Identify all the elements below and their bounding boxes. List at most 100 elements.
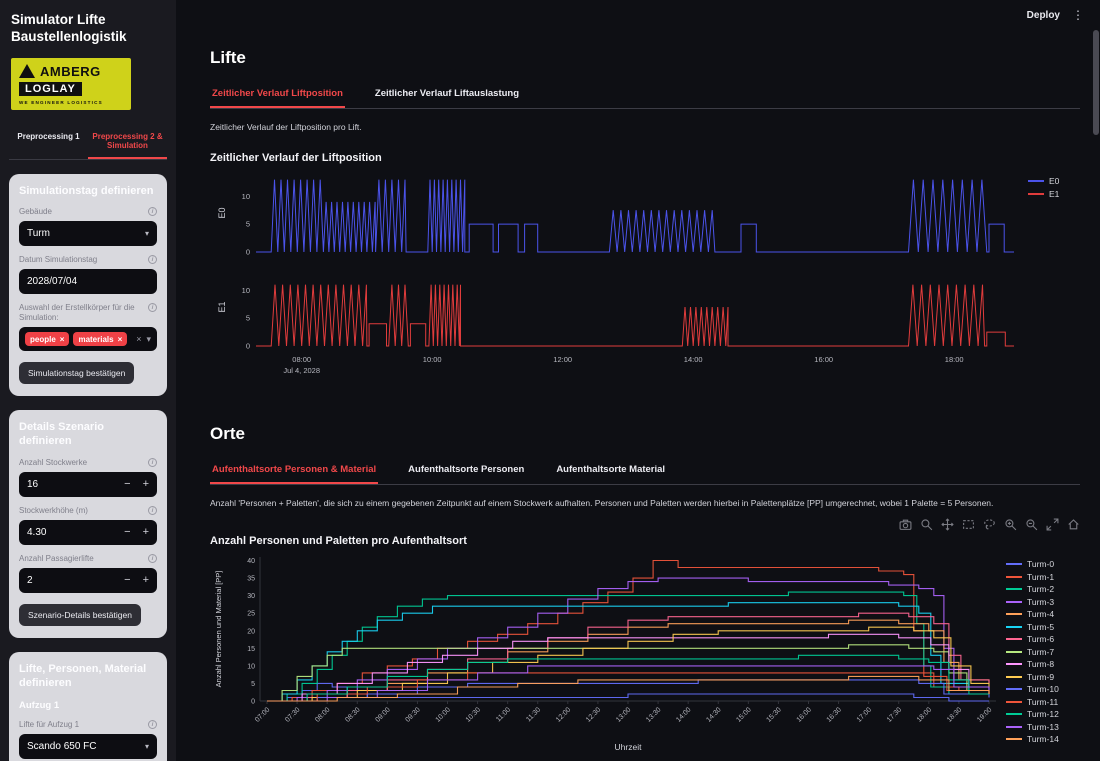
remove-chip-icon[interactable]: × <box>59 334 65 344</box>
simulation-date-input[interactable]: 2028/07/04 <box>19 269 157 295</box>
section-orte: Orte Aufenthaltsorte Personen & Material… <box>210 424 1080 755</box>
info-icon[interactable]: i <box>148 720 157 730</box>
box-select-icon[interactable] <box>962 518 975 536</box>
card-title: Lifte, Personen, Material definieren <box>19 662 147 689</box>
decrement-button[interactable]: − <box>124 477 131 490</box>
legend-item-turm-13[interactable]: Turm-13 <box>1006 722 1059 732</box>
floors-count-value: 16 <box>27 478 39 490</box>
legend-item-turm-5[interactable]: Turm-5 <box>1006 622 1059 632</box>
legend-swatch <box>1028 180 1044 182</box>
sidebar-tab-preprocessing-2-simulation[interactable]: Preprocessing 2 & Simulation <box>88 124 167 159</box>
camera-icon[interactable] <box>899 518 912 536</box>
autoscale-icon[interactable] <box>1046 518 1059 536</box>
lasso-select-icon[interactable] <box>983 518 996 536</box>
floor-height-value: 4.30 <box>27 526 47 538</box>
svg-text:09:30: 09:30 <box>404 706 421 723</box>
pan-icon[interactable] <box>941 517 954 536</box>
info-icon[interactable]: i <box>148 553 157 563</box>
legend-item-turm-4[interactable]: Turm-4 <box>1006 609 1059 619</box>
logo-text-amberg: AMBERG <box>40 63 101 79</box>
legend-item-e1[interactable]: E1 <box>1028 189 1059 199</box>
passenger-lifts-value: 2 <box>27 574 33 586</box>
building-dropdown[interactable]: Turm ▾ <box>19 221 157 247</box>
deploy-button[interactable]: Deploy <box>1026 9 1060 21</box>
section-lifte: Lifte Zeitlicher Verlauf Liftposition Zei… <box>210 48 1080 382</box>
svg-text:E1: E1 <box>217 301 227 312</box>
legend-swatch <box>1028 192 1044 195</box>
svg-text:18:30: 18:30 <box>946 706 963 723</box>
bodies-multiselect[interactable]: people × materials × × ▾ <box>19 327 157 352</box>
lift-type-dropdown[interactable]: Scando 650 FC ▾ <box>19 734 157 760</box>
info-icon[interactable]: i <box>148 505 157 515</box>
legend-label: Turm-8 <box>1027 659 1055 669</box>
tab-zeitlicher-verlauf-liftposition[interactable]: Zeitlicher Verlauf Liftposition <box>210 80 345 108</box>
remove-chip-icon[interactable]: × <box>117 334 123 344</box>
decrement-button[interactable]: − <box>124 573 131 586</box>
tab-aufenthaltsorte-personen-material[interactable]: Aufenthaltsorte Personen & Material <box>210 456 379 484</box>
legend-item-turm-7[interactable]: Turm-7 <box>1006 647 1059 657</box>
main-topbar: Deploy ⋮ <box>176 0 1100 30</box>
legend-item-e0[interactable]: E0 <box>1028 176 1059 186</box>
legend-item-turm-6[interactable]: Turm-6 <box>1006 634 1059 644</box>
info-icon[interactable]: i <box>148 303 157 313</box>
legend-item-turm-3[interactable]: Turm-3 <box>1006 597 1059 607</box>
sidebar-tab-preprocessing-1[interactable]: Preprocessing 1 <box>17 131 80 141</box>
zoom-out-icon[interactable] <box>1025 518 1038 536</box>
legend-item-turm-12[interactable]: Turm-12 <box>1006 709 1059 719</box>
lifte-description: Zeitlicher Verlauf der Liftposition pro … <box>210 122 362 132</box>
info-icon[interactable]: i <box>148 457 157 467</box>
legend-label: Turm-0 <box>1027 559 1055 569</box>
svg-text:15:30: 15:30 <box>765 706 782 723</box>
kebab-menu-icon[interactable]: ⋮ <box>1072 8 1084 22</box>
increment-button[interactable]: + <box>142 477 149 490</box>
legend-swatch <box>1006 700 1022 703</box>
aufenthaltsort-chart-canvas[interactable]: 0 5 10 15 20 25 30 35 40 Anzahl Personen und Mate… <box>210 551 1000 755</box>
body-chip-people[interactable]: people × <box>25 332 70 347</box>
liftposition-chart-title: Zeitlicher Verlauf der Liftposition <box>210 152 382 164</box>
legend-item-turm-8[interactable]: Turm-8 <box>1006 659 1059 669</box>
zoom-in-icon[interactable] <box>1004 518 1017 536</box>
chevron-down-icon[interactable]: ▾ <box>146 333 151 344</box>
legend-item-turm-0[interactable]: Turm-0 <box>1006 559 1059 569</box>
decrement-button[interactable]: − <box>124 525 131 538</box>
legend-item-turm-10[interactable]: Turm-10 <box>1006 684 1059 694</box>
bodies-label: Auswahl der Erstellkörper für die Simula… <box>19 303 135 323</box>
confirm-szenario-button[interactable]: Szenario-Details bestätigen <box>19 603 141 626</box>
legend-label: Turm-11 <box>1027 696 1059 707</box>
simulation-date-value: 2028/07/04 <box>27 276 78 288</box>
zoom-icon[interactable] <box>920 518 933 536</box>
clear-selection-icon[interactable]: × <box>136 334 142 345</box>
body-chip-materials[interactable]: materials × <box>73 332 128 347</box>
floors-count-stepper[interactable]: 16 − + <box>19 471 157 497</box>
passenger-lifts-stepper[interactable]: 2 − + <box>19 567 157 593</box>
info-icon[interactable]: i <box>148 207 157 217</box>
scrollbar-thumb[interactable] <box>1093 30 1099 135</box>
increment-button[interactable]: + <box>142 525 149 538</box>
card-title: Simulationstag definieren <box>19 184 154 197</box>
tab-aufenthaltsorte-personen[interactable]: Aufenthaltsorte Personen <box>408 464 525 475</box>
tab-aufenthaltsorte-material[interactable]: Aufenthaltsorte Material <box>556 464 666 475</box>
legend-swatch <box>1006 738 1022 740</box>
lift-type-label: Lifte für Aufzug 1 <box>19 720 80 730</box>
tab-zeitlicher-verlauf-liftauslastung[interactable]: Zeitlicher Verlauf Liftauslastung <box>374 88 520 99</box>
legend-item-turm-1[interactable]: Turm-1 <box>1006 572 1059 582</box>
legend-item-turm-2[interactable]: Turm-2 <box>1006 584 1059 594</box>
legend-item-turm-14[interactable]: Turm-14 <box>1006 734 1059 744</box>
increment-button[interactable]: + <box>142 573 149 586</box>
legend-item-turm-11[interactable]: Turm-11 <box>1006 697 1059 707</box>
legend-item-turm-9[interactable]: Turm-9 <box>1006 672 1059 682</box>
svg-text:16:00: 16:00 <box>796 706 813 723</box>
svg-text:25: 25 <box>247 611 255 618</box>
body-chip-label: people <box>30 334 56 344</box>
chevron-down-icon: ▾ <box>144 742 149 752</box>
liftposition-legend: E0 E1 <box>1022 168 1059 382</box>
legend-swatch <box>1006 638 1022 640</box>
floor-height-stepper[interactable]: 4.30 − + <box>19 519 157 545</box>
legend-swatch <box>1006 663 1022 665</box>
info-icon[interactable]: i <box>148 255 157 265</box>
legend-swatch <box>1006 625 1022 628</box>
reset-axes-icon[interactable] <box>1067 518 1080 536</box>
svg-text:5: 5 <box>251 681 255 688</box>
confirm-simulationstag-button[interactable]: Simulationstag bestätigen <box>19 362 135 385</box>
liftposition-chart-canvas[interactable]: 0 5 10 E0 0 5 10 E1 08:00 10:00 12:00 14:00 16:00 18:… <box>210 168 1022 382</box>
